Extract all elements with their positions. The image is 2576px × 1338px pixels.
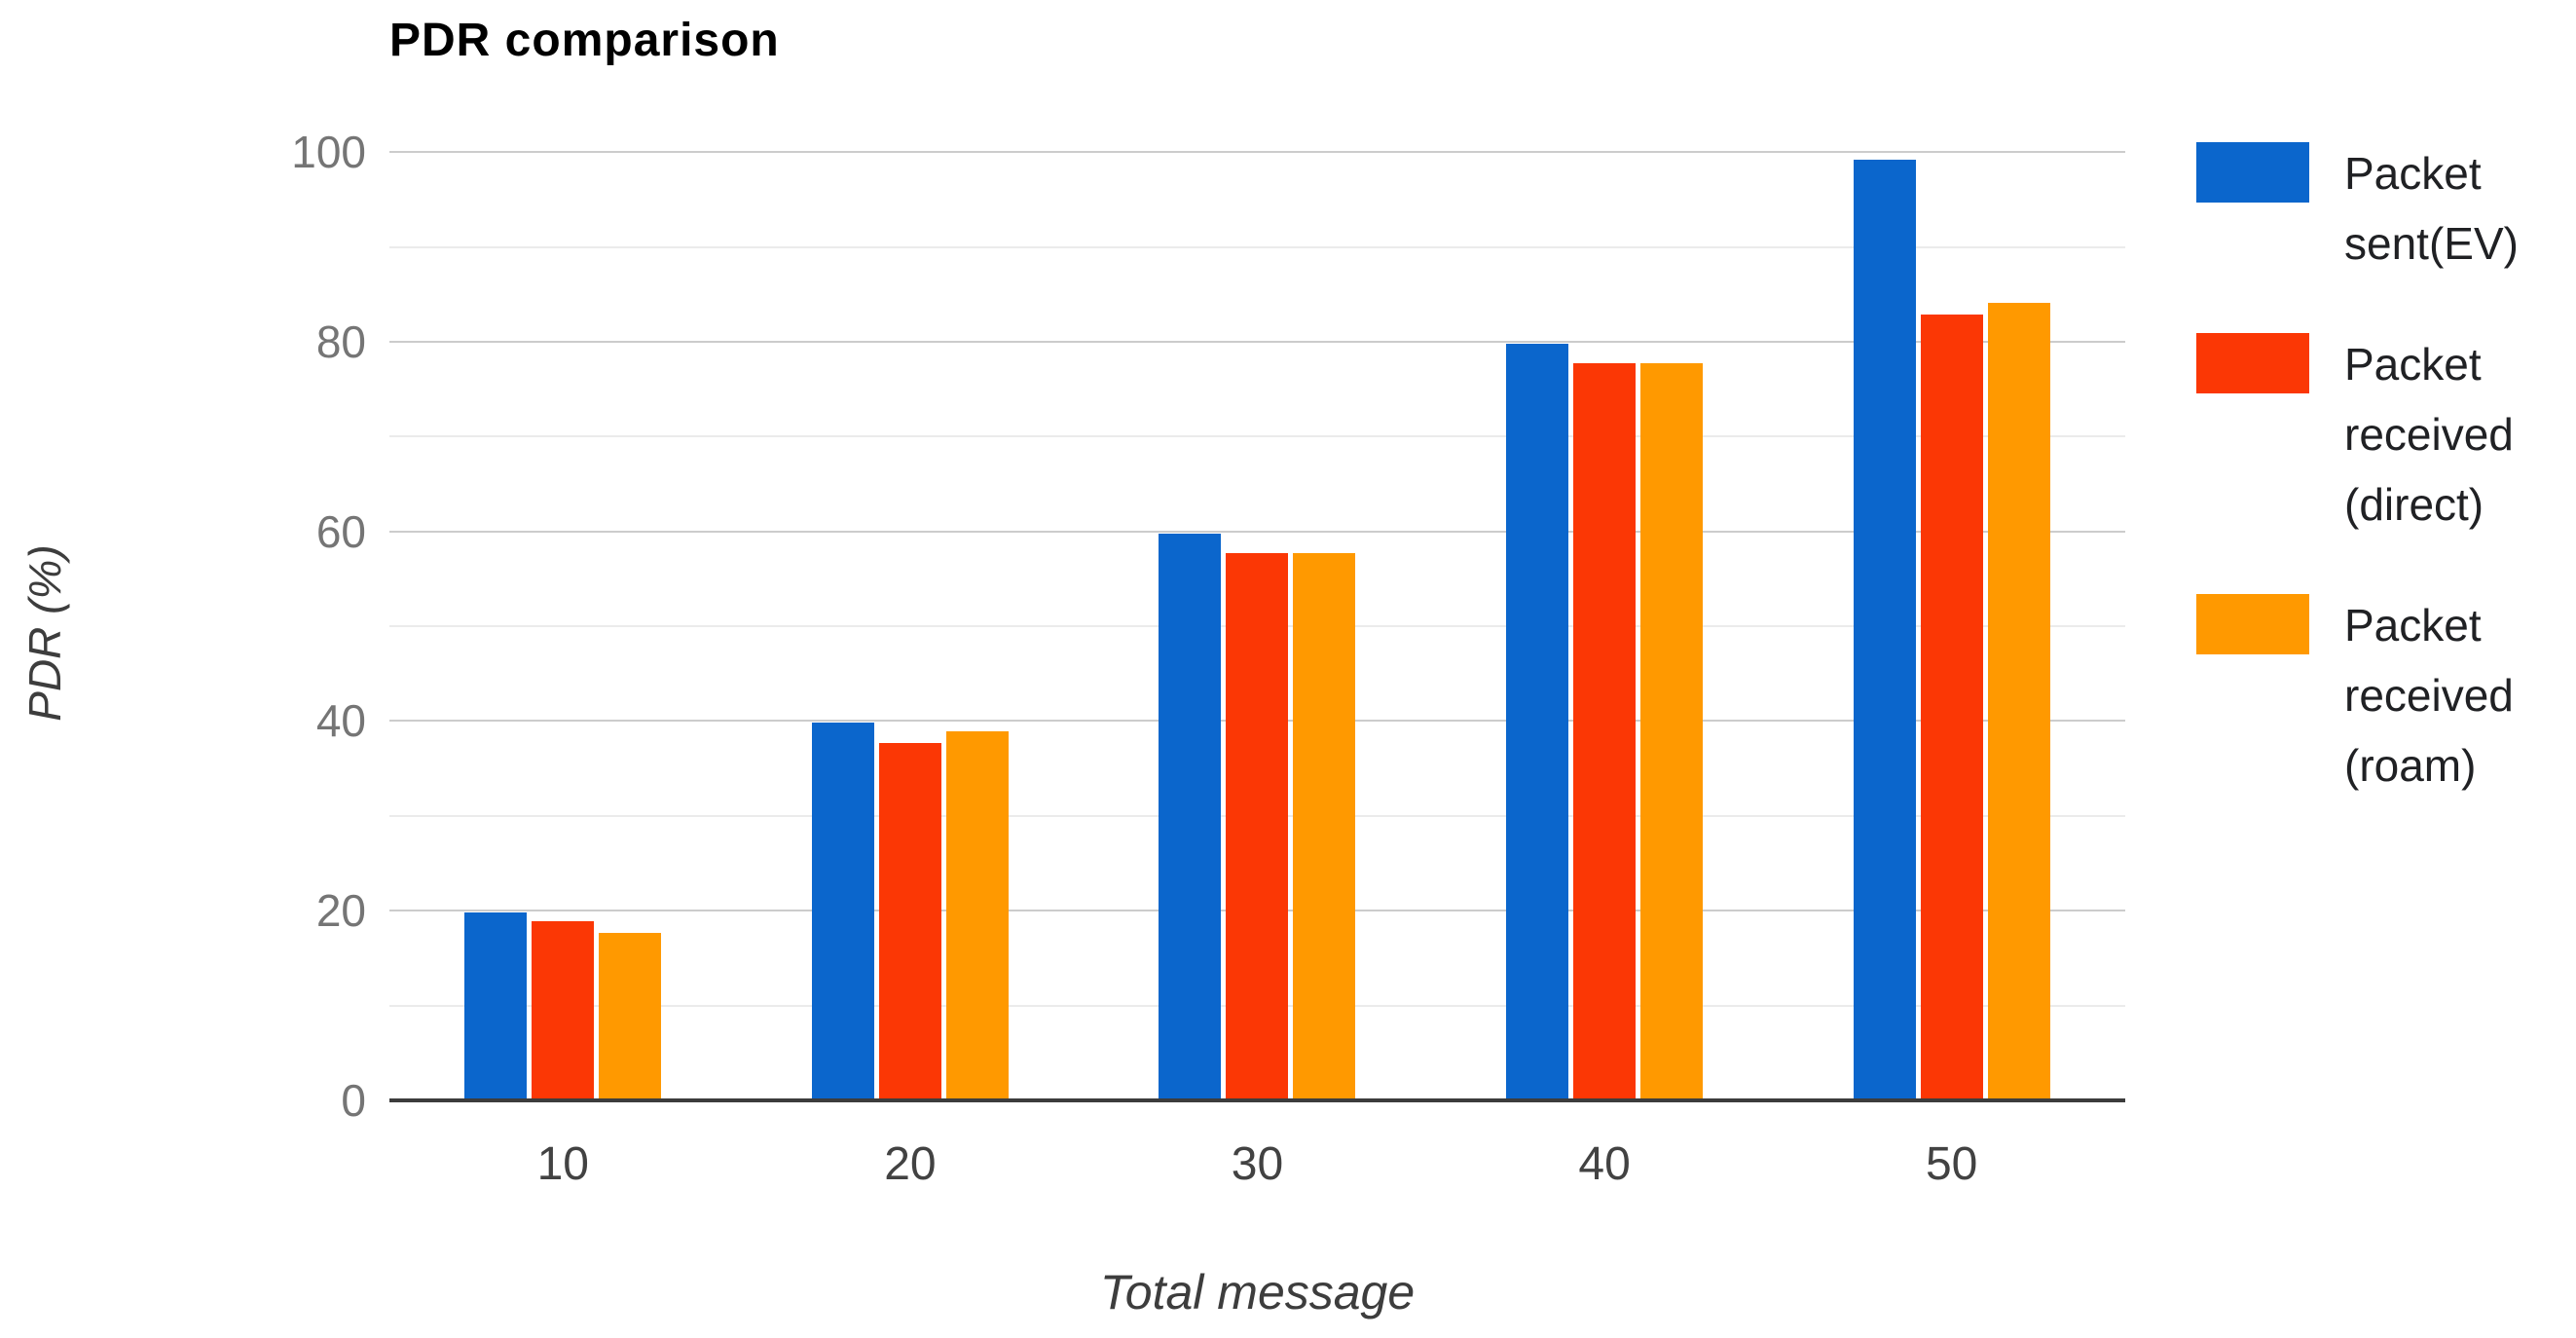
bar-series1-x30 [1226, 553, 1289, 1100]
legend: Packet sent(EV) Packet received (direct)… [2196, 138, 2576, 800]
bar-group-10 [389, 86, 737, 1100]
y-tick-label-20: 20 [315, 885, 366, 937]
legend-swatch-packet-received-direct [2196, 333, 2309, 393]
major-gridline-100 [389, 151, 2125, 154]
x-tick-label-40: 40 [1578, 1138, 1631, 1190]
major-gridline-80 [389, 340, 2125, 343]
bar-series2-x50 [1987, 303, 2050, 1100]
bar-series2-x40 [1640, 363, 1704, 1100]
x-axis-line [389, 1098, 2125, 1102]
bar-series0-x20 [811, 723, 874, 1100]
y-tick-label-80: 80 [315, 316, 366, 367]
bar-series2-x30 [1293, 553, 1356, 1100]
legend-item: Packet received (roam) [2196, 590, 2576, 800]
bar-group-50 [1778, 86, 2125, 1100]
x-axis-tick-labels: 10 20 30 40 50 [389, 1137, 2125, 1191]
x-axis-title: Total message [1099, 1265, 1416, 1319]
bar-group-40 [1431, 86, 1779, 1100]
bar-series2-x20 [945, 731, 1009, 1100]
bar-groups [389, 86, 2125, 1100]
plot-area [389, 86, 2125, 1102]
legend-item: Packet received (direct) [2196, 329, 2576, 539]
x-tick-label-50: 50 [1925, 1138, 1978, 1190]
legend-swatch-packet-received-roam [2196, 594, 2309, 654]
legend-label: Packet received (roam) [2344, 600, 2514, 791]
x-tick-label-30: 30 [1231, 1138, 1284, 1190]
chart-title: PDR comparison [389, 15, 780, 66]
bar-series2-x10 [599, 932, 662, 1100]
bar-series0-x50 [1853, 159, 1916, 1100]
y-tick-label-40: 40 [315, 695, 366, 747]
bar-group-30 [1084, 86, 1431, 1100]
x-tick-label-20: 20 [884, 1138, 937, 1190]
bar-series1-x40 [1573, 363, 1637, 1100]
bar-series1-x10 [532, 920, 595, 1100]
legend-label: Packet received (direct) [2344, 339, 2514, 530]
x-tick-label-10: 10 [536, 1138, 589, 1190]
bar-series1-x50 [1920, 314, 1983, 1100]
legend-item: Packet sent(EV) [2196, 138, 2576, 279]
bar-series0-x30 [1159, 533, 1222, 1100]
legend-label: Packet sent(EV) [2344, 148, 2519, 269]
legend-swatch-packet-sent-ev [2196, 142, 2309, 203]
bar-series0-x40 [1506, 343, 1569, 1100]
minor-gridline-70 [389, 435, 2125, 438]
y-tick-label-100: 100 [291, 127, 366, 178]
bar-series0-x10 [464, 912, 528, 1100]
y-axis-tick-labels: 0 20 40 60 80 100 [0, 86, 376, 1126]
bar-group-20 [737, 86, 1085, 1100]
y-tick-label-60: 60 [315, 505, 366, 557]
bar-series1-x20 [878, 742, 941, 1100]
minor-gridline-90 [389, 245, 2125, 248]
y-tick-label-0: 0 [341, 1075, 366, 1126]
major-gridline-60 [389, 530, 2125, 533]
